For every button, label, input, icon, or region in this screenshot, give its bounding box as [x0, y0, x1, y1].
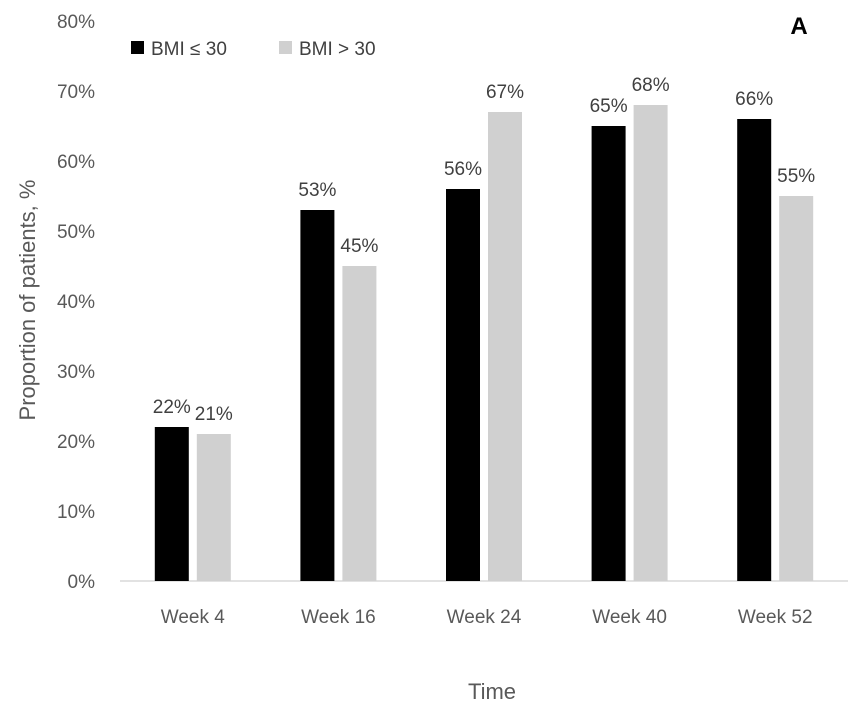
legend-label: BMI ≤ 30 [151, 39, 227, 60]
bar-bmi-le-30 [737, 119, 772, 581]
legend-swatch [131, 41, 144, 54]
data-label: 22% [153, 397, 191, 418]
legend-swatch [279, 41, 292, 54]
legend: BMI ≤ 30 BMI > 30 [131, 39, 376, 60]
y-tick-label: 30% [57, 362, 95, 383]
data-label: 45% [340, 236, 378, 257]
y-tick-label: 70% [57, 82, 95, 103]
y-tick-label: 10% [57, 502, 95, 523]
x-axis-title: Time [468, 679, 516, 704]
bar-bmi-gt-30 [633, 105, 668, 581]
x-tick-label: Week 24 [447, 607, 522, 628]
y-tick-label: 60% [57, 152, 95, 173]
data-label: 65% [590, 96, 628, 117]
bar-bmi-gt-30 [342, 266, 377, 581]
y-tick-label: 50% [57, 222, 95, 243]
bar-bmi-le-30 [446, 189, 480, 581]
data-label: 56% [444, 159, 482, 180]
legend-label: BMI > 30 [299, 39, 376, 60]
x-axis: Week 4 Week 16 Week 24 Week 40 Week 52 [161, 607, 813, 628]
bar-bmi-le-30 [300, 210, 335, 581]
bar-bmi-le-30 [154, 427, 189, 581]
x-tick-label: Week 16 [301, 607, 376, 628]
y-axis: 0% 10% 20% 30% 40% 50% 60% 70% 80% [57, 12, 95, 593]
y-tick-label: 20% [57, 432, 95, 453]
bar-bmi-gt-30 [196, 434, 231, 581]
data-label: 53% [298, 180, 336, 201]
data-label: 66% [735, 89, 773, 110]
y-tick-label: 0% [68, 572, 96, 593]
data-label: 21% [195, 404, 233, 425]
bar-series-group [154, 105, 814, 581]
x-tick-label: Week 40 [592, 607, 667, 628]
data-label: 68% [632, 75, 670, 96]
bar-bmi-gt-30 [779, 196, 814, 581]
data-label: 67% [486, 82, 524, 103]
data-labels: 22% 21% 53% 45% 56% 67% 65%68% 66% 55% [153, 75, 816, 425]
panel-label: A [790, 13, 807, 40]
x-tick-label: Week 4 [161, 607, 226, 628]
y-tick-label: 80% [57, 12, 95, 33]
y-axis-title: Proportion of patients, % [15, 180, 40, 421]
bar-bmi-le-30 [591, 126, 626, 581]
x-tick-label: Week 52 [738, 607, 813, 628]
data-label: 55% [777, 166, 815, 187]
y-tick-label: 40% [57, 292, 95, 313]
bar-bmi-gt-30 [488, 112, 522, 581]
